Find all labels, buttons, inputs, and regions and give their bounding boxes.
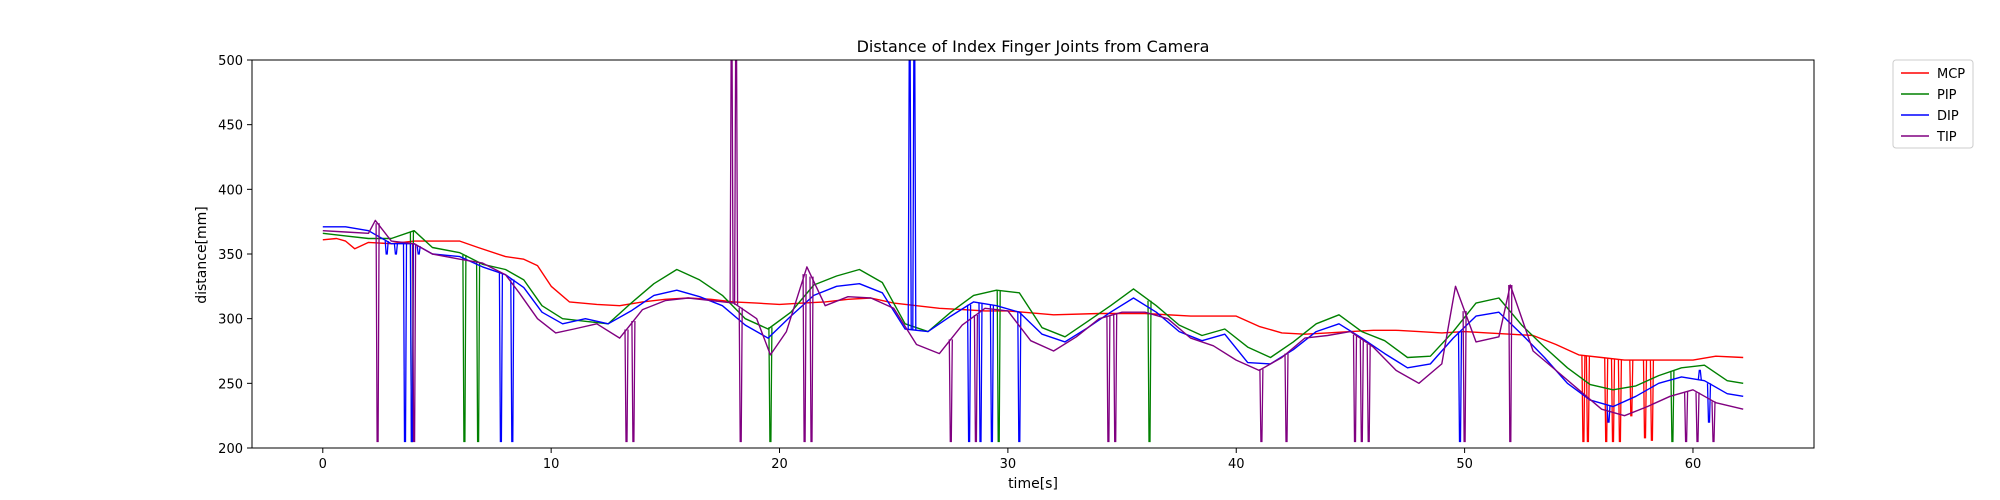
series-spike-tip: [1106, 316, 1111, 443]
series-spike-pip: [462, 254, 467, 443]
series-spike-tip: [809, 276, 814, 443]
legend-label-dip: DIP: [1937, 109, 1959, 124]
series-spike-tip: [1359, 339, 1364, 443]
series-spike-tip: [631, 320, 636, 443]
series-line-mcp: [322, 237, 1744, 361]
series-spike-dip: [1706, 383, 1712, 423]
series-line-pip: [322, 230, 1744, 391]
y-tick-label: 200: [218, 442, 243, 457]
series-spike-mcp: [1604, 357, 1609, 443]
y-tick-label: 250: [218, 377, 243, 392]
series-spike-tip: [375, 223, 380, 443]
chart-title: Distance of Index Finger Joints from Cam…: [857, 37, 1210, 56]
series-spike-tip: [411, 243, 417, 443]
series-spike-dip: [912, 60, 917, 331]
series-spike-pip: [768, 327, 773, 443]
series-spike-dip: [1606, 405, 1611, 423]
plot-frame: [251, 59, 1815, 449]
series-spike-tip: [733, 60, 739, 305]
series-spike-dip: [510, 279, 515, 443]
x-tick-label: 50: [1456, 457, 1473, 472]
legend-label-tip: TIP: [1936, 130, 1957, 145]
series-spike-mcp: [1610, 358, 1616, 443]
series-spike-dip: [1697, 369, 1702, 381]
series-spike-tip: [802, 274, 807, 443]
legend-box: [1892, 59, 1974, 149]
series-spike-tip: [729, 60, 734, 303]
x-tick-label: 60: [1685, 457, 1702, 472]
series-spike-tip: [1683, 391, 1689, 443]
x-axis-label: time[s]: [1008, 476, 1058, 492]
series-spike-tip: [1508, 284, 1513, 443]
series-spike-dip: [1017, 312, 1022, 443]
series-line-dip: [322, 226, 1744, 408]
x-tick-label: 40: [1228, 457, 1245, 472]
series-spike-tip: [1695, 392, 1700, 443]
series-spike-tip: [1462, 311, 1467, 443]
series-spike-tip: [738, 307, 743, 443]
series-spike-pip: [996, 290, 1001, 443]
series-spike-dip: [498, 273, 504, 443]
series-spike-dip: [978, 302, 983, 443]
series-spike-dip: [384, 241, 389, 255]
series-spike-dip: [1457, 331, 1463, 443]
series-spike-tip: [1113, 314, 1118, 443]
series-spike-tip: [1259, 369, 1264, 443]
series-spike-tip: [1366, 343, 1371, 443]
legend: MCP PIP DIP TIP: [1892, 59, 1974, 149]
x-tick-label: 0: [319, 457, 327, 472]
series-spike-mcp: [1642, 360, 1648, 439]
series-spike-mcp: [1617, 359, 1623, 443]
series-spike-mcp: [1629, 360, 1634, 417]
x-tick-label: 10: [543, 457, 560, 472]
series-spike-dip: [416, 246, 421, 255]
series-spike-dip: [966, 304, 972, 443]
series-spike-dip: [989, 304, 995, 443]
series-spike-pip: [1147, 300, 1152, 443]
series-layer: [322, 60, 1744, 443]
series-spike-dip: [907, 60, 912, 330]
y-tick-label: 500: [218, 54, 243, 69]
series-spike-tip: [1711, 401, 1716, 443]
series-spike-dip: [402, 243, 408, 443]
series-spike-mcp: [1581, 355, 1586, 443]
axis-ticks: 0 10 20 30 40 50 60 200 250 300 350 400 450 500: [218, 54, 1701, 472]
series-line-tip: [322, 219, 1744, 417]
series-spike-tip: [1284, 353, 1289, 443]
y-tick-label: 350: [218, 248, 243, 263]
y-tick-label: 400: [218, 183, 243, 198]
y-tick-label: 300: [218, 313, 243, 328]
series-spike-pip: [475, 261, 481, 443]
y-axis-label: distance[mm]: [194, 206, 210, 304]
y-tick-label: 450: [218, 119, 243, 134]
series-spike-mcp: [1649, 360, 1655, 441]
series-spike-tip: [948, 339, 953, 443]
series-spike-pip: [1670, 370, 1675, 443]
series-spike-tip: [1352, 334, 1358, 443]
x-tick-label: 30: [1000, 457, 1017, 472]
x-tick-label: 20: [771, 457, 788, 472]
series-spike-tip: [624, 329, 629, 443]
series-spike-dip: [393, 243, 399, 255]
legend-label-mcp: MCP: [1937, 67, 1965, 82]
series-spike-tip: [973, 314, 979, 443]
legend-label-pip: PIP: [1937, 88, 1957, 103]
